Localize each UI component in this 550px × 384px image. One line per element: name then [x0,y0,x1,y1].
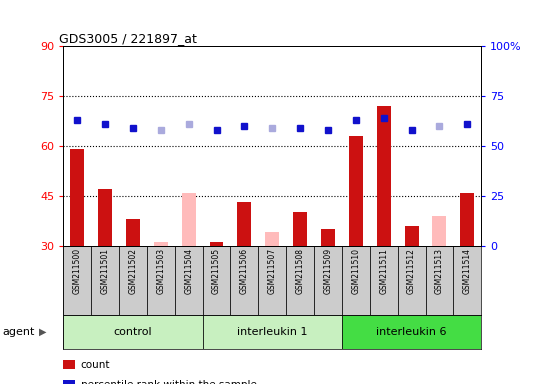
Bar [202,246,230,315]
Bar [349,136,363,246]
Bar [405,226,419,246]
Bar [98,189,112,246]
Bar [210,242,223,246]
Text: ▶: ▶ [39,327,46,337]
Bar [154,242,168,246]
Text: agent: agent [3,327,35,337]
Bar [63,315,202,349]
Text: GSM211508: GSM211508 [295,248,305,294]
Bar [70,149,84,246]
Bar [426,246,453,315]
Bar [342,315,481,349]
Text: GSM211503: GSM211503 [156,248,166,294]
Text: percentile rank within the sample: percentile rank within the sample [81,380,257,384]
Text: GSM211507: GSM211507 [268,248,277,294]
Bar [91,246,119,315]
Bar [370,246,398,315]
Bar [286,246,314,315]
Text: GSM211509: GSM211509 [323,248,333,294]
Bar [293,212,307,246]
Text: GSM211510: GSM211510 [351,248,360,294]
Text: GSM211502: GSM211502 [128,248,138,294]
Bar [126,219,140,246]
Bar [377,106,390,246]
Text: interleukin 1: interleukin 1 [237,327,307,337]
Text: interleukin 6: interleukin 6 [376,327,447,337]
Text: control: control [114,327,152,337]
Bar [321,229,335,246]
Text: GSM211506: GSM211506 [240,248,249,294]
Text: GSM211504: GSM211504 [184,248,193,294]
Bar [432,216,447,246]
Bar [63,246,91,315]
Text: count: count [81,360,111,370]
Bar [230,246,258,315]
Text: GSM211511: GSM211511 [379,248,388,294]
Text: GDS3005 / 221897_at: GDS3005 / 221897_at [59,32,197,45]
Bar [460,192,474,246]
Bar [147,246,175,315]
Bar [258,246,286,315]
Text: GSM211513: GSM211513 [435,248,444,294]
Bar [175,246,202,315]
Bar [119,246,147,315]
Text: GSM211512: GSM211512 [407,248,416,294]
Text: GSM211501: GSM211501 [101,248,109,294]
Bar [453,246,481,315]
Bar [314,246,342,315]
Bar [202,315,342,349]
Bar [342,246,370,315]
Text: GSM211500: GSM211500 [73,248,82,294]
Bar [182,192,196,246]
Bar [398,246,426,315]
Bar [265,232,279,246]
Text: GSM211505: GSM211505 [212,248,221,294]
Text: GSM211514: GSM211514 [463,248,472,294]
Bar [238,202,251,246]
